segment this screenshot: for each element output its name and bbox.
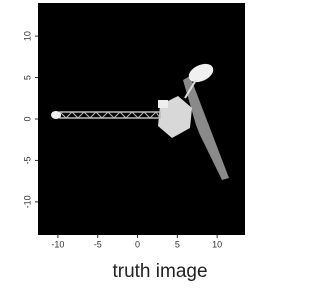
instrument: [158, 100, 168, 108]
x-tick-label: -5: [94, 239, 102, 249]
y-tick-label: -5: [22, 156, 32, 164]
x-tick-label: 10: [212, 239, 222, 249]
x-tick-label: 5: [175, 239, 180, 249]
x-tick-label: 0: [135, 239, 140, 249]
figure: truth image -10 -5 0 5 10 -10 -5 0 5 10: [0, 0, 257, 295]
y-tick-label: -10: [22, 195, 32, 208]
boom-tip: [51, 111, 61, 119]
x-tick-label: -10: [51, 239, 64, 249]
image-area: [38, 3, 245, 235]
y-tick-label: 0: [22, 116, 32, 121]
caption: truth image: [112, 261, 207, 282]
y-tick-label: 5: [22, 75, 32, 80]
y-tick-label: 10: [22, 31, 32, 41]
